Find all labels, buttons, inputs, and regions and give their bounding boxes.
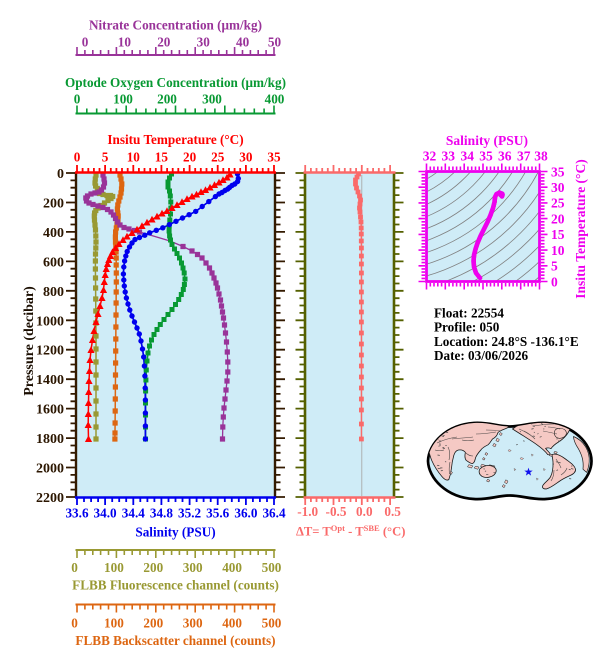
svg-text:38: 38	[534, 149, 548, 164]
svg-text:Float: 22554: Float: 22554	[434, 306, 504, 321]
svg-text:33.6: 33.6	[65, 506, 88, 521]
svg-text:Salinity (PSU): Salinity (PSU)	[135, 525, 215, 540]
svg-text:400: 400	[222, 560, 242, 575]
svg-text:36.0: 36.0	[234, 506, 257, 521]
svg-text:Insitu Temperature (°C): Insitu Temperature (°C)	[573, 159, 588, 298]
svg-text:200: 200	[143, 560, 163, 575]
svg-text:34.8: 34.8	[150, 506, 173, 521]
svg-text:Optode Oxygen Concentration (μ: Optode Oxygen Concentration (μm/kg)	[65, 75, 286, 90]
svg-text:2000: 2000	[36, 462, 64, 477]
svg-text:-0.5: -0.5	[326, 504, 347, 519]
svg-text:0: 0	[71, 616, 78, 631]
svg-text:20: 20	[157, 35, 171, 50]
svg-text:1000: 1000	[36, 314, 64, 329]
svg-text:1600: 1600	[36, 403, 64, 418]
svg-text:1800: 1800	[36, 432, 64, 447]
svg-text:25: 25	[551, 196, 565, 211]
svg-text:20: 20	[183, 150, 197, 165]
svg-text:Location: 24.8°S -136.1°E: Location: 24.8°S -136.1°E	[434, 334, 579, 349]
svg-text:10: 10	[127, 150, 141, 165]
svg-text:25: 25	[211, 150, 225, 165]
svg-text:400: 400	[43, 226, 64, 241]
svg-text:100: 100	[104, 616, 124, 631]
svg-text:35: 35	[267, 150, 281, 165]
svg-text:0: 0	[57, 167, 64, 182]
svg-text:0: 0	[551, 274, 558, 289]
svg-text:Insitu Temperature (°C): Insitu Temperature (°C)	[107, 132, 243, 147]
svg-text:-1.0: -1.0	[297, 504, 318, 519]
svg-text:33: 33	[442, 149, 456, 164]
svg-text:35.6: 35.6	[206, 506, 229, 521]
svg-text:FLBB Fluorescence channel (cou: FLBB Fluorescence channel (counts)	[72, 578, 279, 593]
svg-text:Nitrate Concentration (μm/kg): Nitrate Concentration (μm/kg)	[89, 18, 262, 33]
svg-text:34.4: 34.4	[122, 506, 145, 521]
svg-text:40: 40	[236, 35, 250, 50]
svg-text:Pressure (decibar): Pressure (decibar)	[22, 286, 37, 396]
svg-text:5: 5	[102, 150, 109, 165]
svg-text:300: 300	[183, 616, 203, 631]
svg-text:36: 36	[498, 149, 512, 164]
svg-text:500: 500	[262, 616, 282, 631]
svg-text:600: 600	[43, 255, 64, 270]
svg-text:800: 800	[43, 285, 64, 300]
svg-text:Salinity (PSU): Salinity (PSU)	[446, 133, 528, 148]
svg-text:200: 200	[43, 197, 64, 212]
svg-text:FLBB Backscatter channel (coun: FLBB Backscatter channel (counts)	[75, 633, 275, 648]
svg-text:32: 32	[423, 149, 437, 164]
svg-text:35: 35	[479, 149, 493, 164]
svg-text:2200: 2200	[36, 491, 64, 506]
svg-text:100: 100	[104, 560, 124, 575]
svg-text:5: 5	[551, 259, 558, 274]
svg-text:15: 15	[155, 150, 169, 165]
svg-text:500: 500	[262, 560, 282, 575]
svg-text:100: 100	[113, 92, 133, 107]
svg-text:Date: 03/06/2026: Date: 03/06/2026	[434, 348, 529, 363]
svg-text:34.0: 34.0	[94, 506, 117, 521]
svg-text:30: 30	[551, 180, 565, 195]
svg-text:20: 20	[551, 211, 565, 226]
svg-text:1400: 1400	[36, 373, 64, 388]
svg-text:10: 10	[118, 35, 132, 50]
svg-text:35.2: 35.2	[178, 506, 201, 521]
svg-text:36.4: 36.4	[262, 506, 285, 521]
svg-text:0: 0	[82, 35, 89, 50]
svg-text:1200: 1200	[36, 344, 64, 359]
svg-text:30: 30	[239, 150, 253, 165]
svg-text:37: 37	[517, 149, 531, 164]
svg-text:ΔT= TOpt - TSBE (°C): ΔT= TOpt - TSBE (°C)	[296, 523, 405, 539]
svg-text:34: 34	[460, 149, 474, 164]
svg-text:200: 200	[157, 92, 177, 107]
svg-text:200: 200	[143, 616, 163, 631]
svg-text:300: 300	[183, 560, 203, 575]
svg-text:0: 0	[74, 92, 81, 107]
svg-text:300: 300	[202, 92, 222, 107]
svg-text:50: 50	[268, 35, 282, 50]
svg-text:400: 400	[222, 616, 242, 631]
svg-text:15: 15	[551, 227, 565, 242]
svg-text:0.0: 0.0	[356, 504, 373, 519]
svg-text:0: 0	[74, 150, 81, 165]
svg-text:35: 35	[551, 164, 565, 179]
svg-text:Profile: 050: Profile: 050	[434, 320, 500, 335]
svg-text:10: 10	[551, 243, 565, 258]
svg-text:30: 30	[197, 35, 211, 50]
svg-text:0.5: 0.5	[384, 504, 401, 519]
svg-text:0: 0	[71, 560, 78, 575]
svg-text:400: 400	[265, 92, 285, 107]
